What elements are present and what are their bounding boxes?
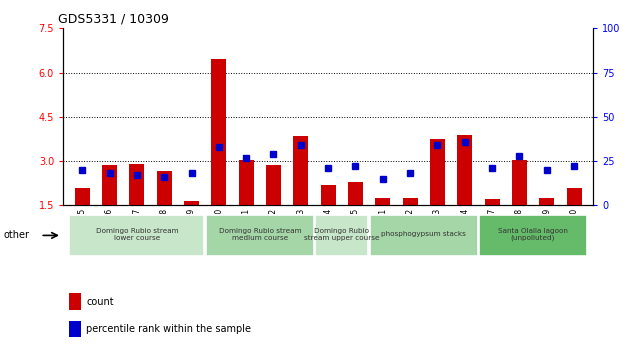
Bar [430,139,445,205]
Bar [184,201,199,205]
Bar [69,293,81,310]
Text: count: count [86,297,114,307]
Text: Santa Olalla lagoon
(unpolluted): Santa Olalla lagoon (unpolluted) [498,228,568,241]
Bar [403,198,418,205]
Bar [293,136,309,205]
Bar [102,166,117,205]
Text: Domingo Rubio
stream upper course: Domingo Rubio stream upper course [304,228,379,241]
FancyBboxPatch shape [370,215,478,256]
FancyBboxPatch shape [69,215,204,256]
Text: other: other [3,230,29,240]
Bar [375,198,391,205]
Bar [74,188,90,205]
Bar [457,135,472,205]
FancyBboxPatch shape [206,215,314,256]
Bar [129,164,144,205]
Bar [348,182,363,205]
Bar [156,171,172,205]
Text: Domingo Rubio stream
lower course: Domingo Rubio stream lower course [95,228,178,241]
Bar [539,198,554,205]
Text: phosphogypsum stacks: phosphogypsum stacks [381,232,466,238]
Bar [239,160,254,205]
Bar [512,160,527,205]
Bar [69,321,81,337]
Bar [485,199,500,205]
Text: Domingo Rubio stream
medium course: Domingo Rubio stream medium course [218,228,301,241]
FancyBboxPatch shape [479,215,587,256]
Text: GDS5331 / 10309: GDS5331 / 10309 [58,13,168,26]
Bar [321,185,336,205]
Text: percentile rank within the sample: percentile rank within the sample [86,324,251,334]
Bar [266,166,281,205]
FancyBboxPatch shape [315,215,369,256]
Bar [211,59,227,205]
Bar [567,188,582,205]
